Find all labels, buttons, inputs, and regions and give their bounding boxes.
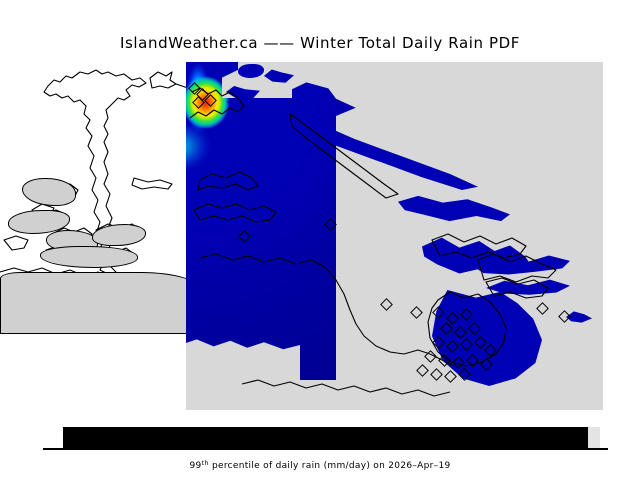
colorbar[interactable] [63, 427, 588, 448]
colorbar-caption: 99th percentile of daily rain (mm/day) o… [0, 459, 640, 471]
colorbar-area [0, 418, 640, 458]
water-north-lake-1 [238, 64, 264, 78]
map-coastline-overlay [189, 87, 557, 397]
land-patch-west-3 [92, 224, 146, 246]
page-title: IslandWeather.ca —— Winter Total Daily R… [119, 34, 521, 52]
map-figure [0, 58, 640, 414]
map-panel [186, 62, 603, 410]
land-south-strip [186, 380, 602, 410]
water-fjord-2 [486, 279, 570, 295]
colorbar-over-swatch [588, 427, 600, 448]
water-east-islet [566, 311, 592, 323]
caption-percentile-number: 99 [189, 461, 202, 471]
land-patch-northwest [22, 178, 76, 206]
caption-rest: percentile of daily rain (mm/day) on 202… [208, 461, 451, 471]
colorbar-axis-rule [43, 448, 608, 450]
land-patch-west-4 [40, 246, 138, 268]
land-patch-mainland [0, 272, 202, 334]
caption-percentile-suffix: th [201, 459, 209, 467]
